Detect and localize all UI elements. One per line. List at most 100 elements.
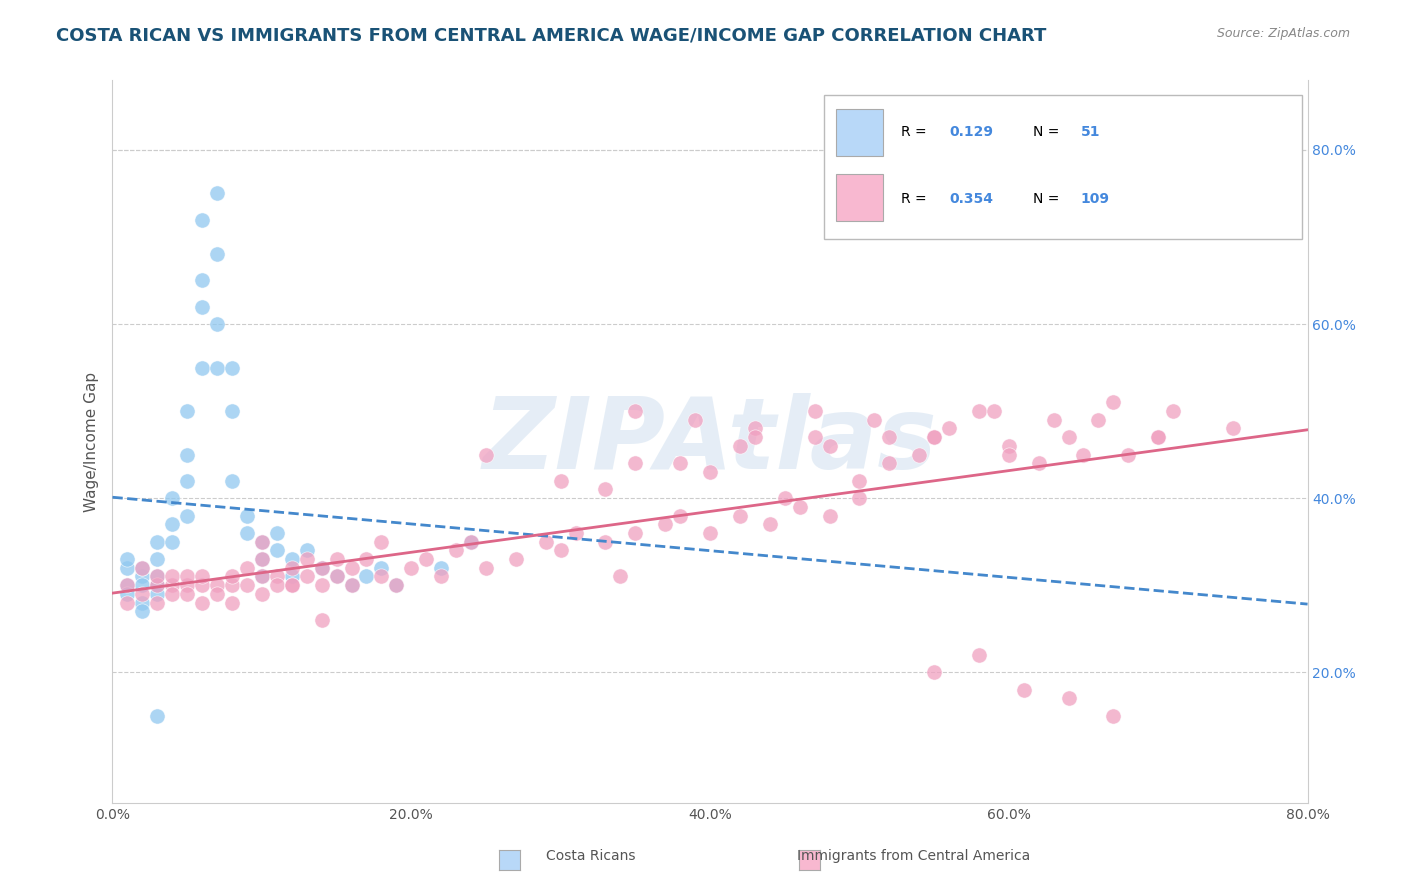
Point <box>146 569 169 583</box>
Point <box>266 578 288 592</box>
Point <box>818 439 841 453</box>
Point <box>176 587 198 601</box>
Y-axis label: Wage/Income Gap: Wage/Income Gap <box>83 371 98 512</box>
Point <box>475 561 498 575</box>
Point <box>311 561 333 575</box>
Point <box>131 596 153 610</box>
Point <box>683 413 706 427</box>
Point <box>1147 430 1170 444</box>
Point <box>146 578 169 592</box>
Point <box>250 552 273 566</box>
Point <box>340 578 363 592</box>
Point <box>191 596 214 610</box>
Point <box>444 543 467 558</box>
Point <box>401 561 423 575</box>
Point <box>250 569 273 583</box>
Point <box>922 430 945 444</box>
Point <box>131 587 153 601</box>
Point <box>205 360 228 375</box>
Point <box>205 186 228 201</box>
Point <box>117 552 139 566</box>
Point <box>117 587 139 601</box>
Point <box>117 578 139 592</box>
Point <box>162 517 183 532</box>
Point <box>295 543 318 558</box>
Point <box>1042 413 1064 427</box>
Point <box>1102 395 1125 409</box>
Point <box>131 569 153 583</box>
Point <box>1073 448 1095 462</box>
Point <box>699 525 721 540</box>
Point <box>281 561 304 575</box>
Point <box>162 587 183 601</box>
Point <box>311 578 333 592</box>
Point <box>131 604 153 618</box>
Point <box>221 596 243 610</box>
Point <box>475 448 498 462</box>
Point <box>221 578 243 592</box>
Point <box>266 569 288 583</box>
Point <box>146 587 169 601</box>
Point <box>146 596 169 610</box>
Point <box>176 474 198 488</box>
Point <box>879 430 901 444</box>
Point <box>162 491 183 505</box>
Point <box>759 517 782 532</box>
Point <box>131 561 153 575</box>
Point <box>534 534 557 549</box>
Point <box>205 578 228 592</box>
Point <box>311 613 333 627</box>
Point <box>998 448 1021 462</box>
Point <box>728 439 751 453</box>
Point <box>191 569 214 583</box>
Point <box>236 525 259 540</box>
Point <box>221 569 243 583</box>
Point <box>430 561 453 575</box>
Point <box>624 456 647 470</box>
Point <box>250 534 273 549</box>
Text: 0.129: 0.129 <box>949 125 993 139</box>
Point <box>922 665 945 680</box>
Point <box>236 561 259 575</box>
Point <box>221 404 243 418</box>
Point <box>938 421 960 435</box>
FancyBboxPatch shape <box>835 109 883 156</box>
Point <box>146 708 169 723</box>
Point <box>1028 456 1050 470</box>
Point <box>744 430 766 444</box>
Point <box>1147 430 1170 444</box>
Point <box>1087 413 1109 427</box>
Point <box>117 561 139 575</box>
Point <box>624 525 647 540</box>
Point <box>863 413 886 427</box>
Point <box>131 578 153 592</box>
Point <box>176 448 198 462</box>
Point <box>340 561 363 575</box>
Point <box>191 212 214 227</box>
Point <box>205 247 228 261</box>
Point <box>146 569 169 583</box>
Point <box>176 508 198 523</box>
Text: Source: ZipAtlas.com: Source: ZipAtlas.com <box>1216 27 1350 40</box>
Point <box>340 578 363 592</box>
Point <box>789 500 811 514</box>
Point <box>595 534 617 549</box>
Point <box>281 578 304 592</box>
Point <box>146 552 169 566</box>
FancyBboxPatch shape <box>824 95 1302 239</box>
Point <box>818 508 841 523</box>
Point <box>117 578 139 592</box>
Point <box>295 552 318 566</box>
Point <box>146 578 169 592</box>
Point <box>803 404 825 418</box>
Point <box>191 578 214 592</box>
Point <box>131 561 153 575</box>
Point <box>176 404 198 418</box>
Point <box>998 439 1021 453</box>
Text: R =: R = <box>901 125 931 139</box>
Point <box>879 456 901 470</box>
Point <box>415 552 437 566</box>
Text: N =: N = <box>1033 125 1063 139</box>
Point <box>146 534 169 549</box>
Point <box>370 569 392 583</box>
